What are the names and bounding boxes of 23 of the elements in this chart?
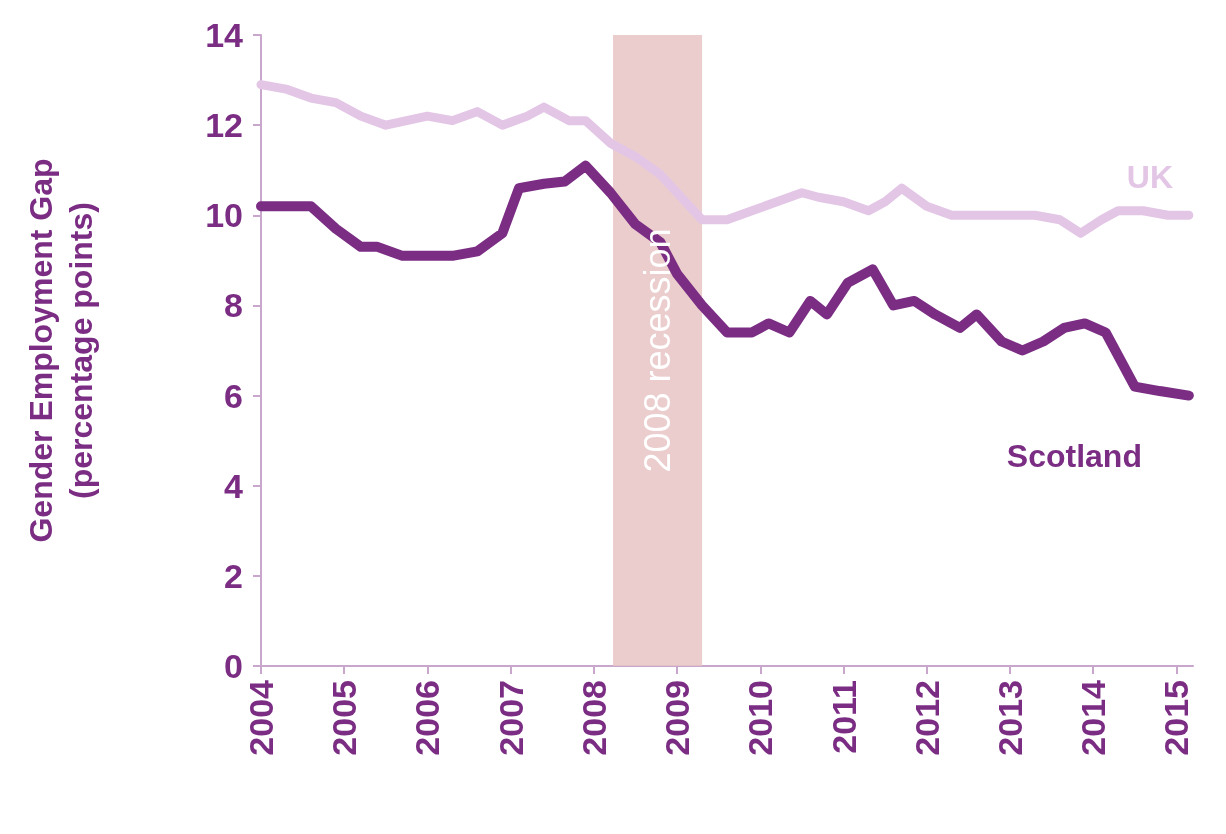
x-tick-label: 2014 [1074,679,1113,756]
y-axis-title: Gender Employment Gap (percentage points) [23,158,99,543]
x-tick-label: 2008 [574,680,613,756]
y-tick-label: 12 [205,106,243,145]
x-tick-label: 2009 [658,680,697,756]
x-tick-label: 2015 [1157,680,1196,756]
x-tick-label: 2011 [824,680,863,754]
x-tick-label: 2012 [907,680,946,756]
x-tick-label: 2007 [491,680,530,756]
x-tick-label: 2010 [741,680,780,756]
series-label: Scotland [1006,437,1142,474]
series-label: UK [1126,159,1174,196]
x-tick-label: 2004 [242,679,280,756]
y-tick-label: 4 [224,466,244,505]
y-tick-label: 6 [224,376,243,415]
y-tick-label: 2 [224,556,243,595]
x-tick-label: 2006 [408,680,447,756]
y-tick-label: 10 [205,196,243,235]
y-tick-label: 8 [224,286,243,325]
x-tick-label: 2013 [990,680,1029,756]
y-tick-label: 0 [224,647,243,685]
x-tick-label: 2005 [325,680,364,756]
y-tick-label: 14 [205,16,244,54]
